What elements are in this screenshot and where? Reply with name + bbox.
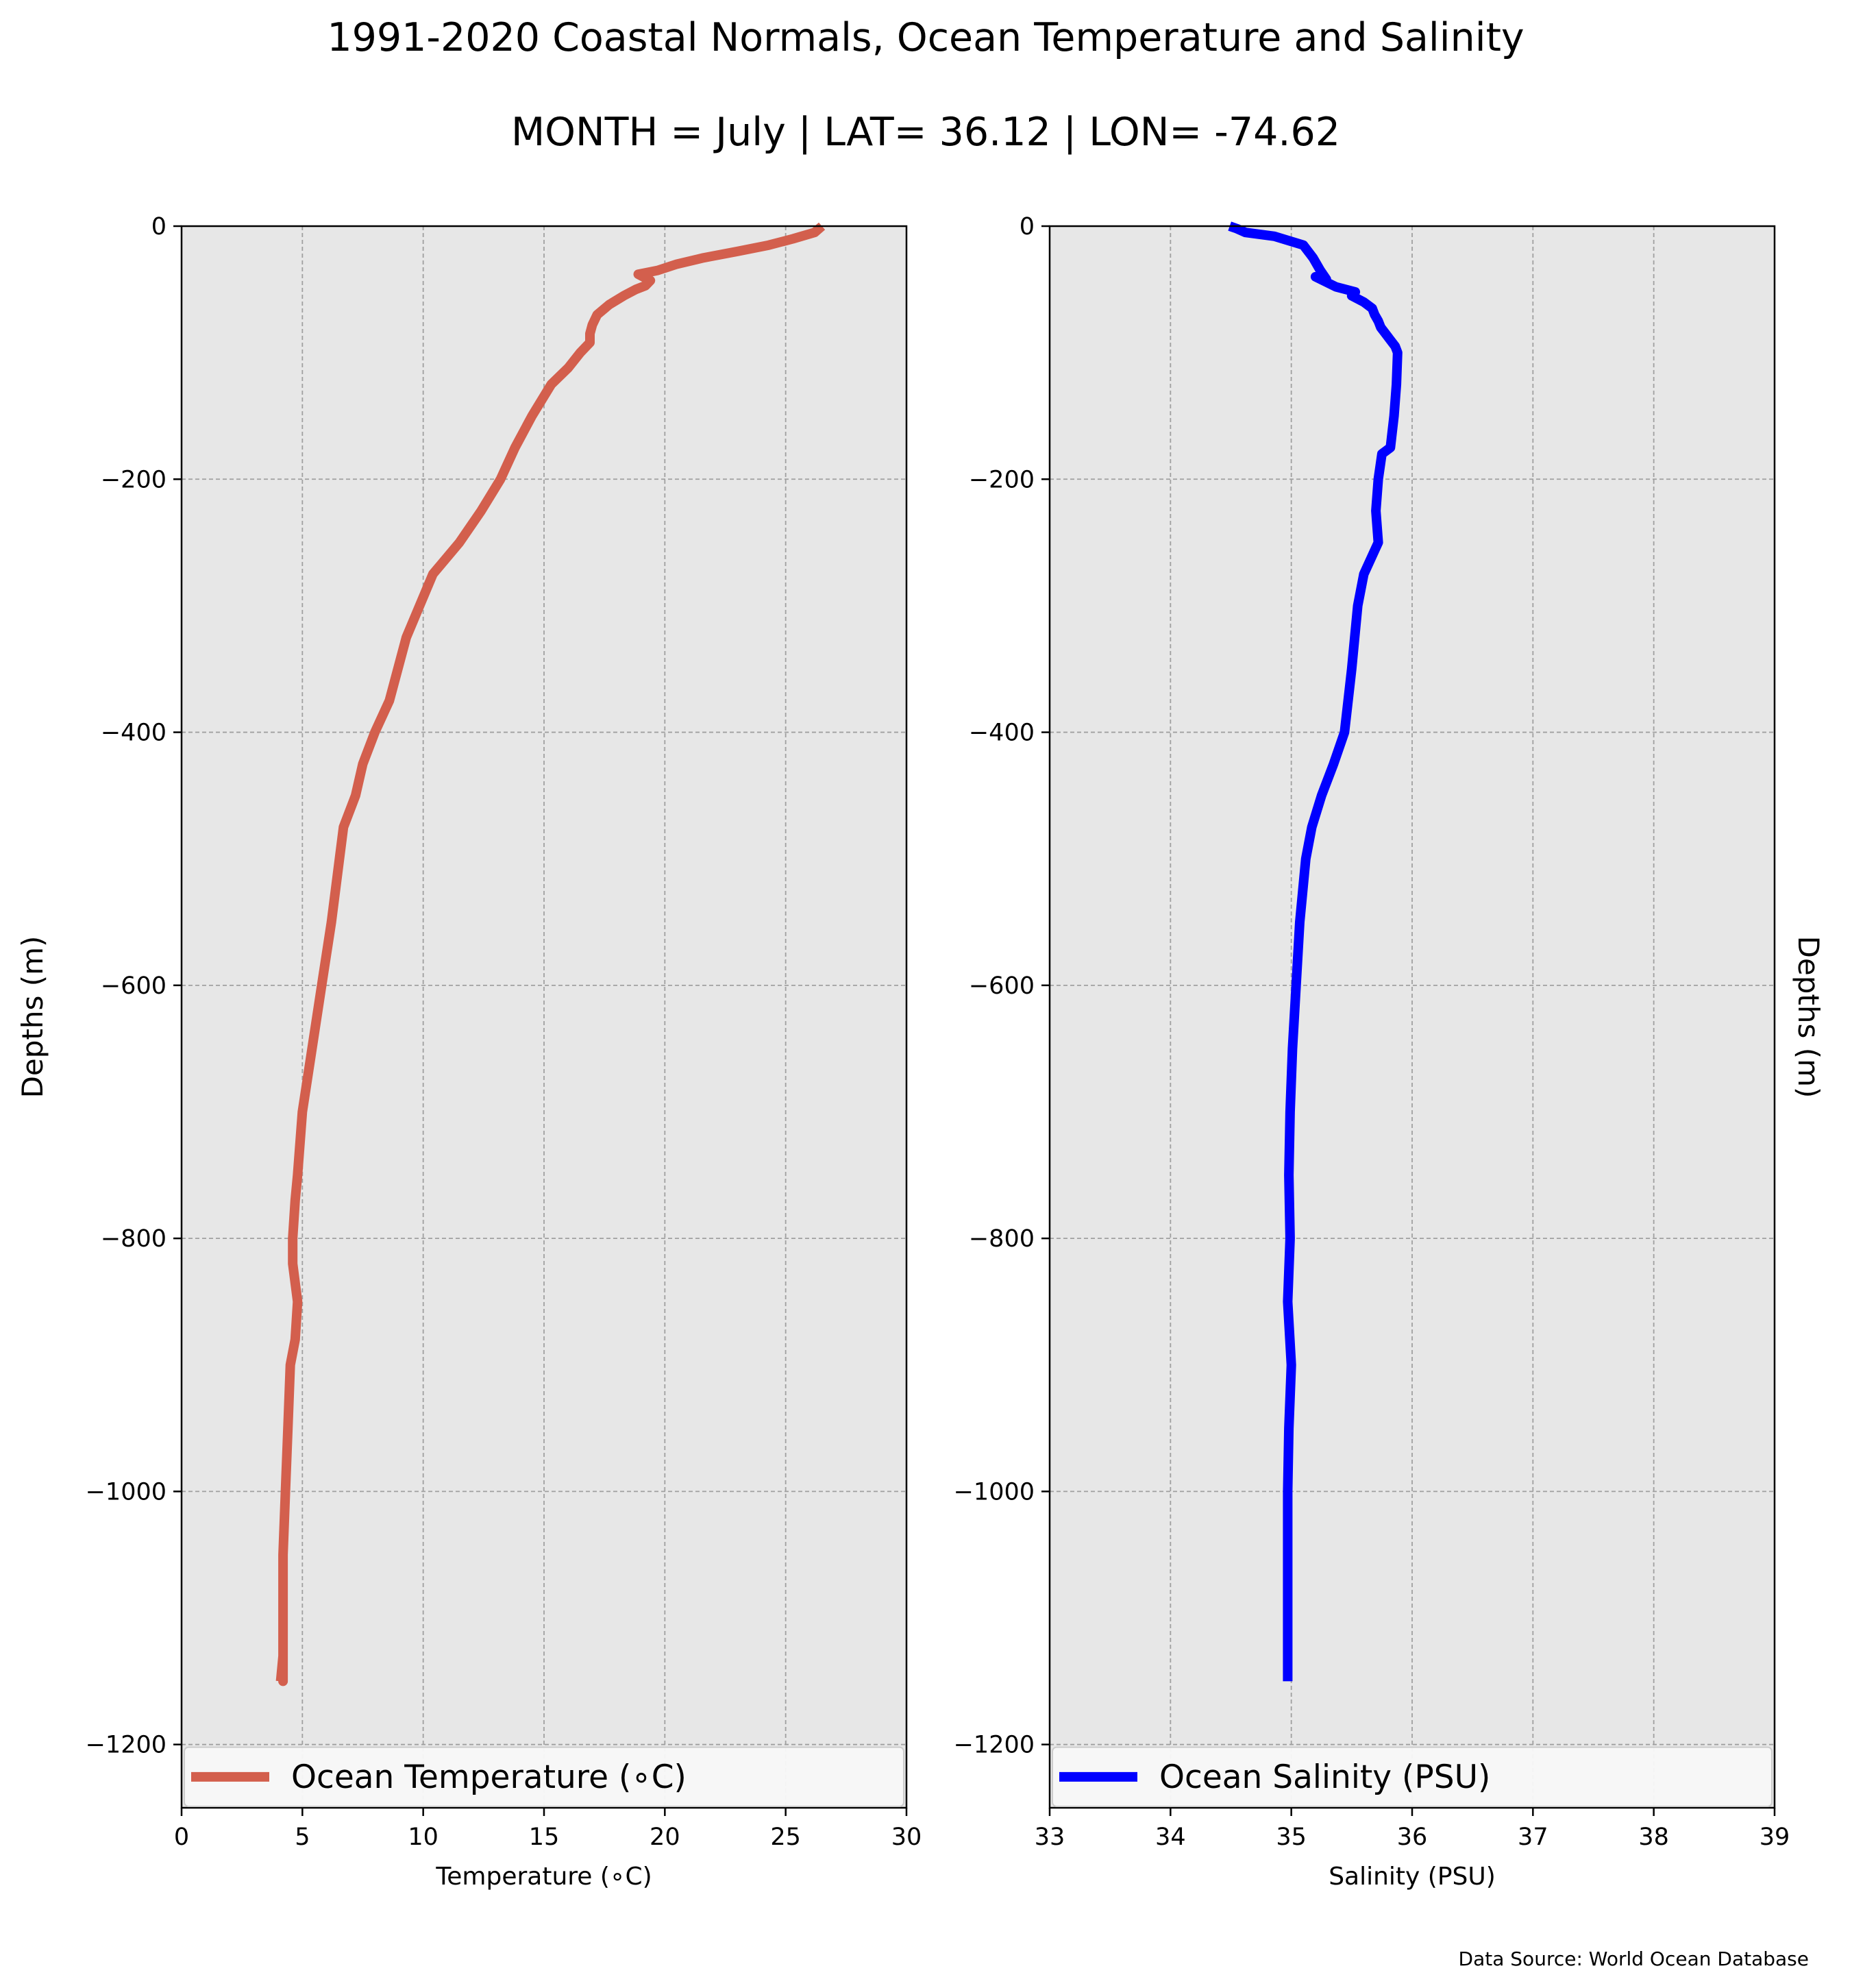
salinity-x-tick-label: 35 xyxy=(1276,1824,1307,1851)
salinity-y-tick-label: −400 xyxy=(969,720,1035,747)
temperature-ticks: 0 5 10 15 20 25 30 0 −200 −400 −600 −800 −1000 −1200 xyxy=(86,213,922,1851)
salinity-legend-label: Ocean Salinity (PSU) xyxy=(1159,1758,1490,1796)
salinity-panel: 33 34 35 36 37 38 39 0 −200 −400 −600 −800 −1000 −120… xyxy=(954,213,1825,1891)
temperature-legend-label: Ocean Temperature (∘C) xyxy=(291,1758,687,1796)
temperature-y-tick-label: −800 xyxy=(101,1225,166,1253)
salinity-y-axis-label: Depths (m) xyxy=(1792,936,1825,1099)
temperature-x-tick-label: 20 xyxy=(650,1824,680,1851)
salinity-y-tick-label: −200 xyxy=(969,466,1035,493)
salinity-series-line xyxy=(1228,221,1403,1682)
salinity-y-tick-label: −1200 xyxy=(954,1732,1035,1759)
temperature-x-tick-label: 10 xyxy=(408,1824,439,1851)
temperature-x-tick-label: 5 xyxy=(295,1824,310,1851)
temperature-y-tick-label: −200 xyxy=(101,466,166,493)
salinity-legend: Ocean Salinity (PSU) xyxy=(1052,1746,1773,1807)
temperature-x-tick-label: 30 xyxy=(891,1824,922,1851)
figure-subtitle: MONTH = July | LAT= 36.12 | LON= -74.62 xyxy=(511,110,1340,155)
temperature-y-tick-label: 0 xyxy=(151,213,166,241)
temperature-series-line xyxy=(275,222,826,1686)
salinity-y-tick-label: −800 xyxy=(969,1225,1035,1253)
salinity-y-tick-label: −1000 xyxy=(954,1478,1035,1506)
temperature-y-tick-label: −1200 xyxy=(86,1732,166,1759)
temperature-series-layer xyxy=(275,222,826,1686)
temperature-panel: 0 5 10 15 20 25 300−200−400−600−800−1000−1200 … xyxy=(16,213,922,1891)
temperature-y-tick-label: −1000 xyxy=(86,1478,166,1506)
data-source-note: Data Source: World Ocean Database xyxy=(1459,1948,1809,1970)
salinity-x-tick-label: 34 xyxy=(1155,1824,1186,1851)
temperature-x-tick-label: 25 xyxy=(770,1824,801,1851)
salinity-legend-frame xyxy=(1052,1746,1773,1807)
temperature-legend-frame xyxy=(184,1746,904,1807)
salinity-x-tick-label: 36 xyxy=(1397,1824,1428,1851)
temperature-x-tick-label: 0 xyxy=(174,1824,189,1851)
temperature-legend: Ocean Temperature (∘C) xyxy=(184,1746,904,1807)
temperature-x-tick-label: 15 xyxy=(529,1824,560,1851)
salinity-x-tick-label: 37 xyxy=(1518,1824,1548,1851)
temperature-y-tick-label: −600 xyxy=(101,972,166,1000)
salinity-x-tick-label: 39 xyxy=(1760,1824,1790,1851)
salinity-y-tick-label: −600 xyxy=(969,972,1035,1000)
salinity-ticks: 33 34 35 36 37 38 39 0 −200 −400 −600 −800 −1000 −120… xyxy=(954,213,1790,1851)
salinity-series-layer xyxy=(1228,221,1403,1682)
temperature-y-axis-label: Depths (m) xyxy=(16,936,49,1099)
salinity-y-tick-label: 0 xyxy=(1020,213,1035,241)
salinity-x-axis-label: Salinity (PSU) xyxy=(1329,1863,1496,1891)
figure-title: 1991-2020 Coastal Normals, Ocean Tempera… xyxy=(327,15,1524,60)
temperature-x-axis-label: Temperature (∘C) xyxy=(435,1863,652,1891)
salinity-x-tick-label: 38 xyxy=(1638,1824,1669,1851)
salinity-x-tick-label: 33 xyxy=(1035,1824,1065,1851)
temperature-y-tick-label: −400 xyxy=(101,720,166,747)
